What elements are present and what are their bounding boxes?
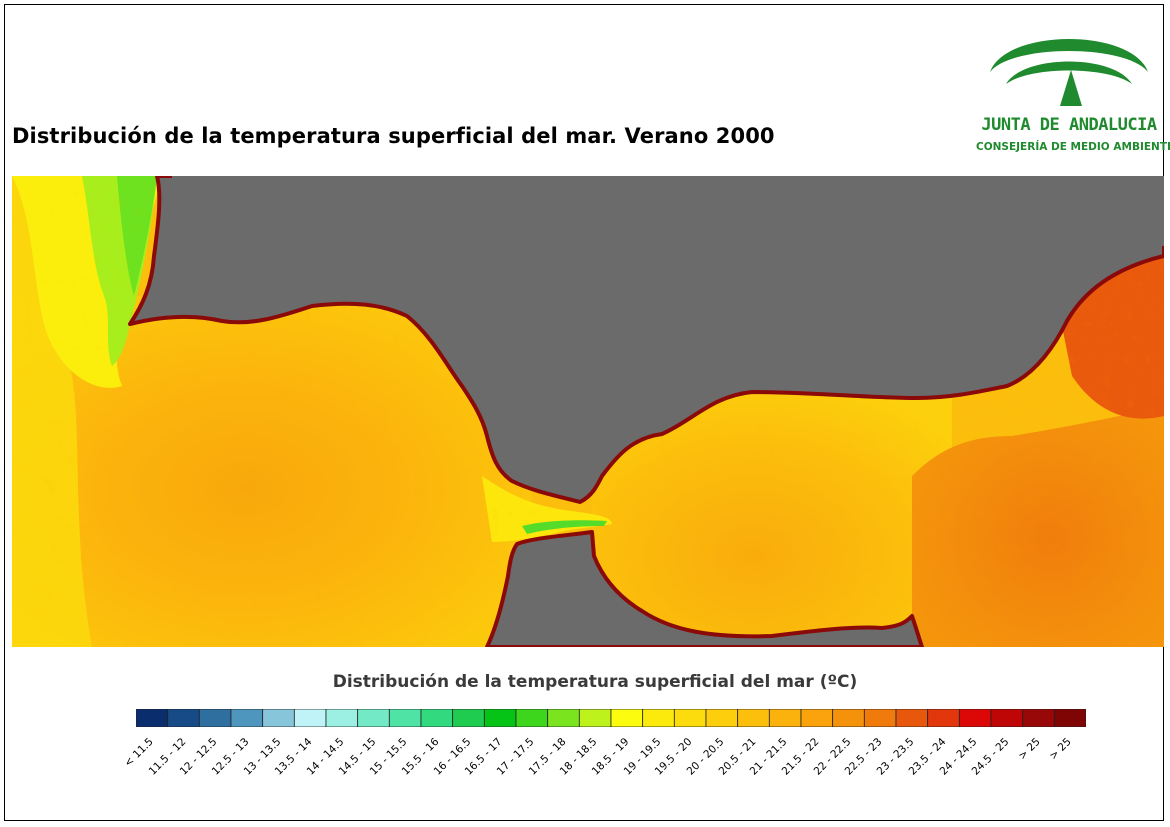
legend-swatch [642, 709, 675, 727]
sea-temperature-map [12, 176, 1164, 647]
legend-swatch [547, 709, 580, 727]
legend-swatch [1053, 709, 1086, 727]
legend-swatch [832, 709, 865, 727]
legend-swatch [262, 709, 295, 727]
legend-swatch [768, 709, 802, 727]
legend-swatch [357, 709, 390, 727]
legend-swatch [1022, 709, 1055, 727]
logo-subtitle: CONSEJERÍA DE MEDIO AMBIENTE [976, 141, 1170, 153]
legend-swatch [578, 709, 612, 727]
legend-color-bar [136, 709, 1086, 727]
legend-swatch [483, 709, 517, 727]
land-interior [172, 176, 1164, 246]
legend-swatch [895, 709, 929, 727]
land-africa [485, 530, 924, 647]
land-iberia [128, 176, 1164, 504]
legend-swatch [610, 709, 644, 727]
legend-swatch [927, 709, 960, 727]
legend-swatch [452, 709, 485, 727]
logo: JUNTA DE ANDALUCIA CONSEJERÍA DE MEDIO A… [976, 14, 1170, 162]
legend-title: Distribución de la temperatura superfici… [332, 672, 858, 692]
junta-andalucia-arch-logo-icon [990, 39, 1148, 106]
logo-name: JUNTA DE ANDALUCIA [981, 115, 1157, 135]
legend-swatch [990, 709, 1024, 727]
legend-swatch [673, 709, 707, 727]
page-title: Distribución de la temperatura superfici… [12, 124, 775, 148]
legend-swatch [388, 709, 422, 727]
legend-swatch [136, 709, 169, 727]
legend-swatch [198, 709, 232, 727]
legend-swatch [958, 709, 992, 727]
legend-swatch [420, 709, 454, 727]
legend-swatch [800, 709, 834, 727]
legend-swatch [230, 709, 264, 727]
legend-swatch [515, 709, 549, 727]
legend-swatch [737, 709, 770, 727]
legend-swatch [705, 709, 739, 727]
legend-swatch [293, 709, 327, 727]
legend-swatch [325, 709, 359, 727]
legend-swatch [167, 709, 200, 727]
legend-swatch [863, 709, 897, 727]
